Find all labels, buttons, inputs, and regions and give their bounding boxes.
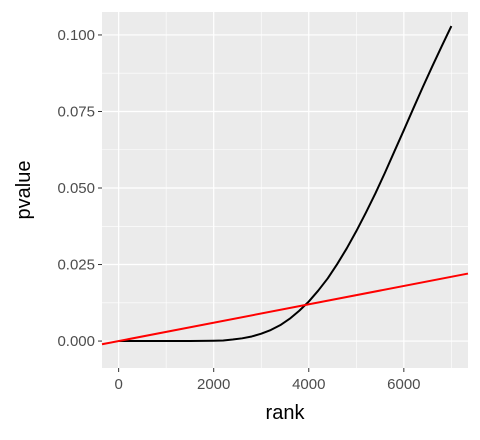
y-tick-label: 0.025 bbox=[57, 257, 95, 274]
panel-background bbox=[102, 12, 468, 368]
x-tick-label: 0 bbox=[114, 376, 122, 393]
threshold-line bbox=[101, 272, 469, 346]
grid-major bbox=[102, 12, 468, 368]
x-axis: 0 2000 4000 6000 bbox=[114, 368, 421, 393]
series-layer bbox=[101, 25, 469, 346]
y-tick-label: 0.100 bbox=[57, 27, 95, 44]
x-tick-label: 6000 bbox=[387, 376, 420, 393]
x-axis-title: rank bbox=[266, 402, 306, 424]
pvalue-curve bbox=[118, 25, 453, 343]
x-tick-label: 2000 bbox=[197, 376, 230, 393]
y-tick-label: 0.050 bbox=[57, 180, 95, 197]
y-tick-label: 0.075 bbox=[57, 103, 95, 120]
y-axis: 0.000 0.025 0.050 0.075 0.100 bbox=[57, 27, 102, 350]
x-tick-label: 4000 bbox=[292, 376, 325, 393]
y-axis-title: pvalue bbox=[13, 161, 35, 220]
grid-minor bbox=[102, 12, 468, 368]
y-tick-label: 0.000 bbox=[57, 333, 95, 350]
